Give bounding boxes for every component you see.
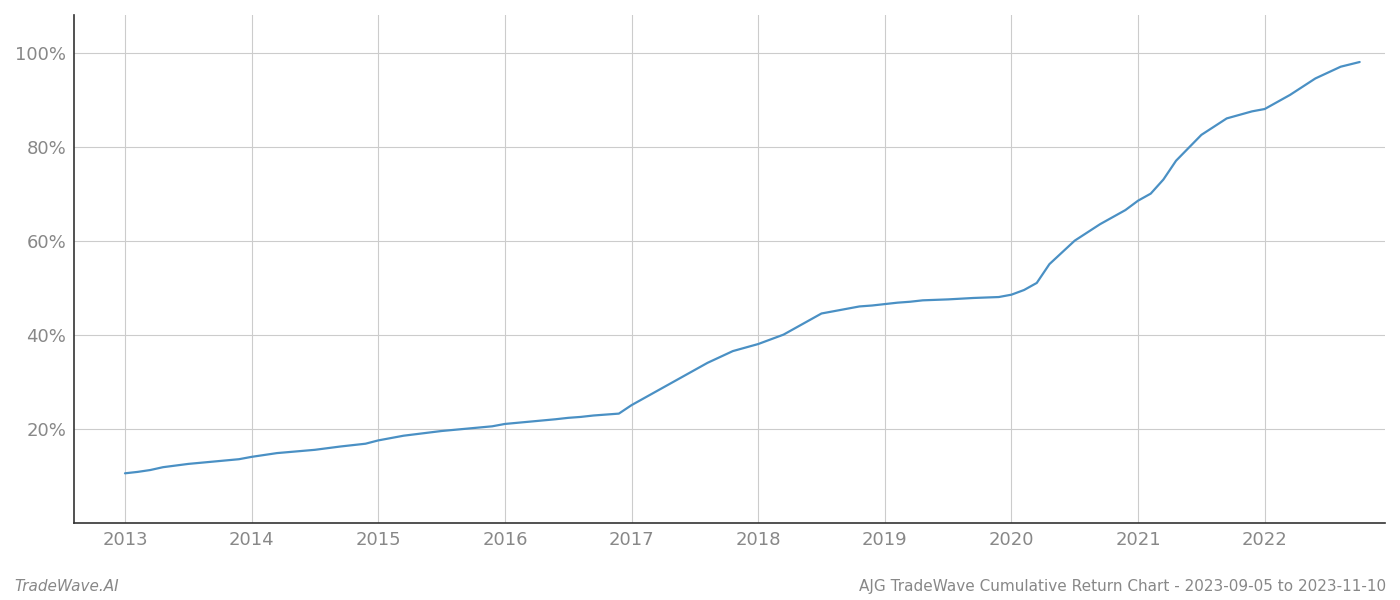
Text: AJG TradeWave Cumulative Return Chart - 2023-09-05 to 2023-11-10: AJG TradeWave Cumulative Return Chart - …: [858, 579, 1386, 594]
Text: TradeWave.AI: TradeWave.AI: [14, 579, 119, 594]
